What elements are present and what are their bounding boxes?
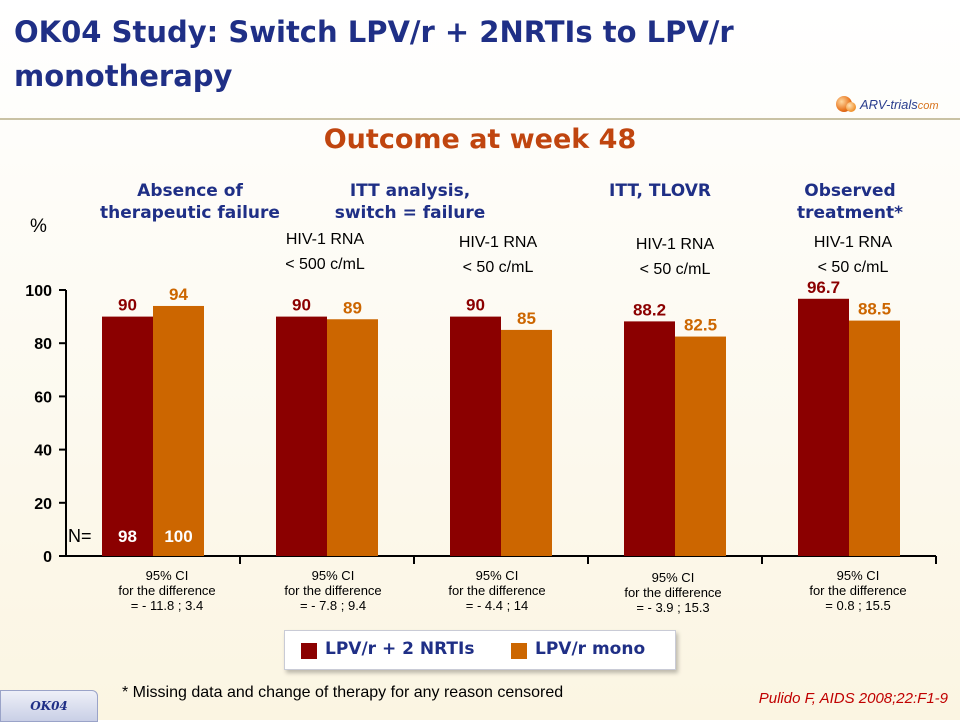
value-label-mono-3: 85 <box>517 309 536 328</box>
y-tick-label: 100 <box>25 283 52 300</box>
bar-mono-1 <box>153 305 204 556</box>
logo-orb-small-icon <box>846 102 856 112</box>
value-label-combo-2: 90 <box>292 296 311 315</box>
citation: Pulido F, AIDS 2008;22:F1-9 <box>758 690 948 707</box>
footnote: * Missing data and change of therapy for… <box>122 684 564 701</box>
group-header-2: ITT analysis, switch = failure <box>334 181 486 223</box>
legend-label-combo: LPV/r + 2 NRTIs <box>325 639 475 659</box>
chart-subtitle: Outcome at week 48 <box>323 124 637 155</box>
value-label-combo-5: 96.7 <box>807 278 840 297</box>
bar-mono-3 <box>501 329 552 556</box>
value-label-combo-1: 90 <box>118 296 137 315</box>
ci-label-1: 95% CI for the difference = - 11.8 ; 3.4 <box>118 568 216 613</box>
arv-trials-logo: ARV-trialscom <box>832 94 952 118</box>
bar-mono-5 <box>849 320 900 556</box>
logo-domain: com <box>917 100 939 112</box>
value-label-mono-1: 94 <box>169 285 188 304</box>
y-tick-label: 20 <box>34 496 52 513</box>
n-value-mono: 100 <box>164 527 192 546</box>
logo-name: ARV-trials <box>860 97 918 112</box>
chart-legend: LPV/r + 2 NRTIs LPV/r mono <box>284 630 676 670</box>
y-tick-label: 0 <box>43 549 52 566</box>
bar-combo-3 <box>450 316 501 556</box>
slide-title: OK04 Study: Switch LPV/r + 2NRTIs to LPV… <box>14 15 734 93</box>
value-label-mono-5: 88.5 <box>858 300 891 319</box>
rna-label-2: HIV-1 RNA < 50 c/mL <box>458 234 538 276</box>
rna-label-4: HIV-1 RNA < 50 c/mL <box>813 234 893 276</box>
bar-combo-2 <box>276 316 327 556</box>
legend-swatch-combo <box>301 643 317 659</box>
rna-label-1: HIV-1 RNA < 500 c/mL <box>285 231 365 273</box>
legend-label-mono: LPV/r mono <box>535 639 646 659</box>
ci-label-2: 95% CI for the difference = - 7.8 ; 9.4 <box>284 568 382 613</box>
y-axis-unit: % <box>30 216 47 237</box>
bar-mono-2 <box>327 319 378 556</box>
legend-swatch-mono <box>511 643 527 659</box>
ci-label-3: 95% CI for the difference = - 4.4 ; 14 <box>448 568 546 613</box>
title-divider <box>0 118 960 120</box>
group-header-3: ITT, TLOVR <box>609 181 711 201</box>
rna-label-3: HIV-1 RNA < 50 c/mL <box>635 236 715 278</box>
value-label-combo-4: 88.2 <box>633 300 666 319</box>
value-label-mono-4: 82.5 <box>684 316 717 335</box>
group-header-1: Absence of therapeutic failure <box>100 181 280 223</box>
bar-combo-4 <box>624 321 675 556</box>
n-value-combo: 98 <box>118 527 137 546</box>
value-label-mono-2: 89 <box>343 298 362 317</box>
ci-label-5: 95% CI for the difference = 0.8 ; 15.5 <box>809 568 907 613</box>
study-tag: OK04 <box>0 690 98 722</box>
y-tick-label: 60 <box>34 389 52 406</box>
ci-label-4: 95% CI for the difference = - 3.9 ; 15.3 <box>624 570 722 615</box>
value-label-combo-3: 90 <box>466 296 485 315</box>
group-header-4: Observed treatment* <box>796 181 903 223</box>
y-tick-label: 40 <box>34 443 52 460</box>
n-label: N= <box>68 526 92 546</box>
bar-mono-4 <box>675 336 726 556</box>
bar-combo-5 <box>798 298 849 556</box>
bar-combo-1 <box>102 316 153 556</box>
y-tick-label: 80 <box>34 336 52 353</box>
